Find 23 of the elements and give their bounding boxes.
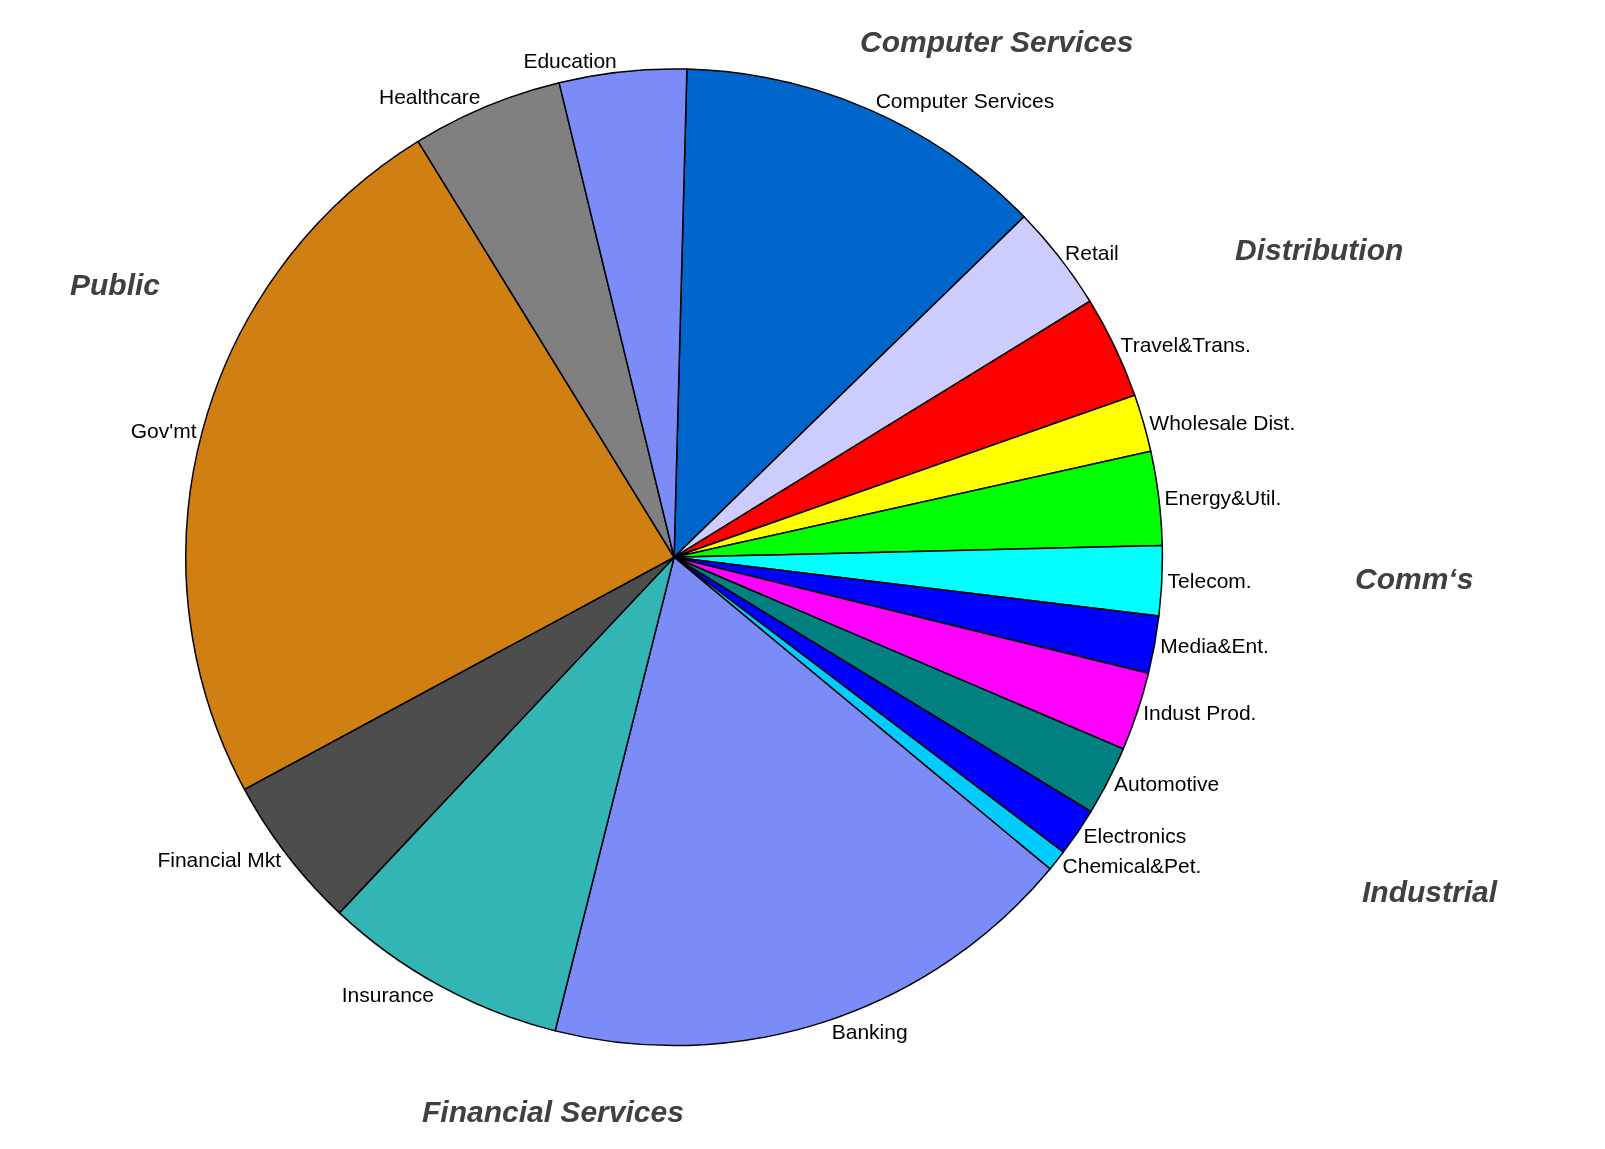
slice-label: Banking [831,1020,908,1044]
slice-label: Education [523,48,617,72]
slice-label: Healthcare [378,85,481,109]
slice-label: Indust Prod. [1143,701,1257,725]
slice-label: Gov'mt [130,418,197,442]
slice-label: Energy&Util. [1164,486,1282,510]
slice-label: Electronics [1083,824,1187,848]
slice-label: Retail [1065,241,1119,265]
slice-label: Chemical&Pet. [1062,853,1202,877]
slice-label: Insurance [341,983,434,1007]
slice-label: Travel&Trans. [1120,333,1251,357]
text: Distribution [1235,233,1404,266]
slice-label: Wholesale Dist. [1149,410,1296,434]
slice-label: Computer Services [875,88,1055,112]
slice-label: Automotive [1114,771,1220,795]
text: Public [70,268,161,301]
slice-label: Telecom. [1167,569,1252,593]
text: Financial Services [422,1095,684,1128]
text: Computer Services [860,25,1134,58]
slice-label: Media&Ent. [1160,633,1269,657]
text: Industrial [1362,875,1498,908]
slice-label: Financial Mkt [157,847,282,871]
text: Comm‘s [1355,562,1474,595]
